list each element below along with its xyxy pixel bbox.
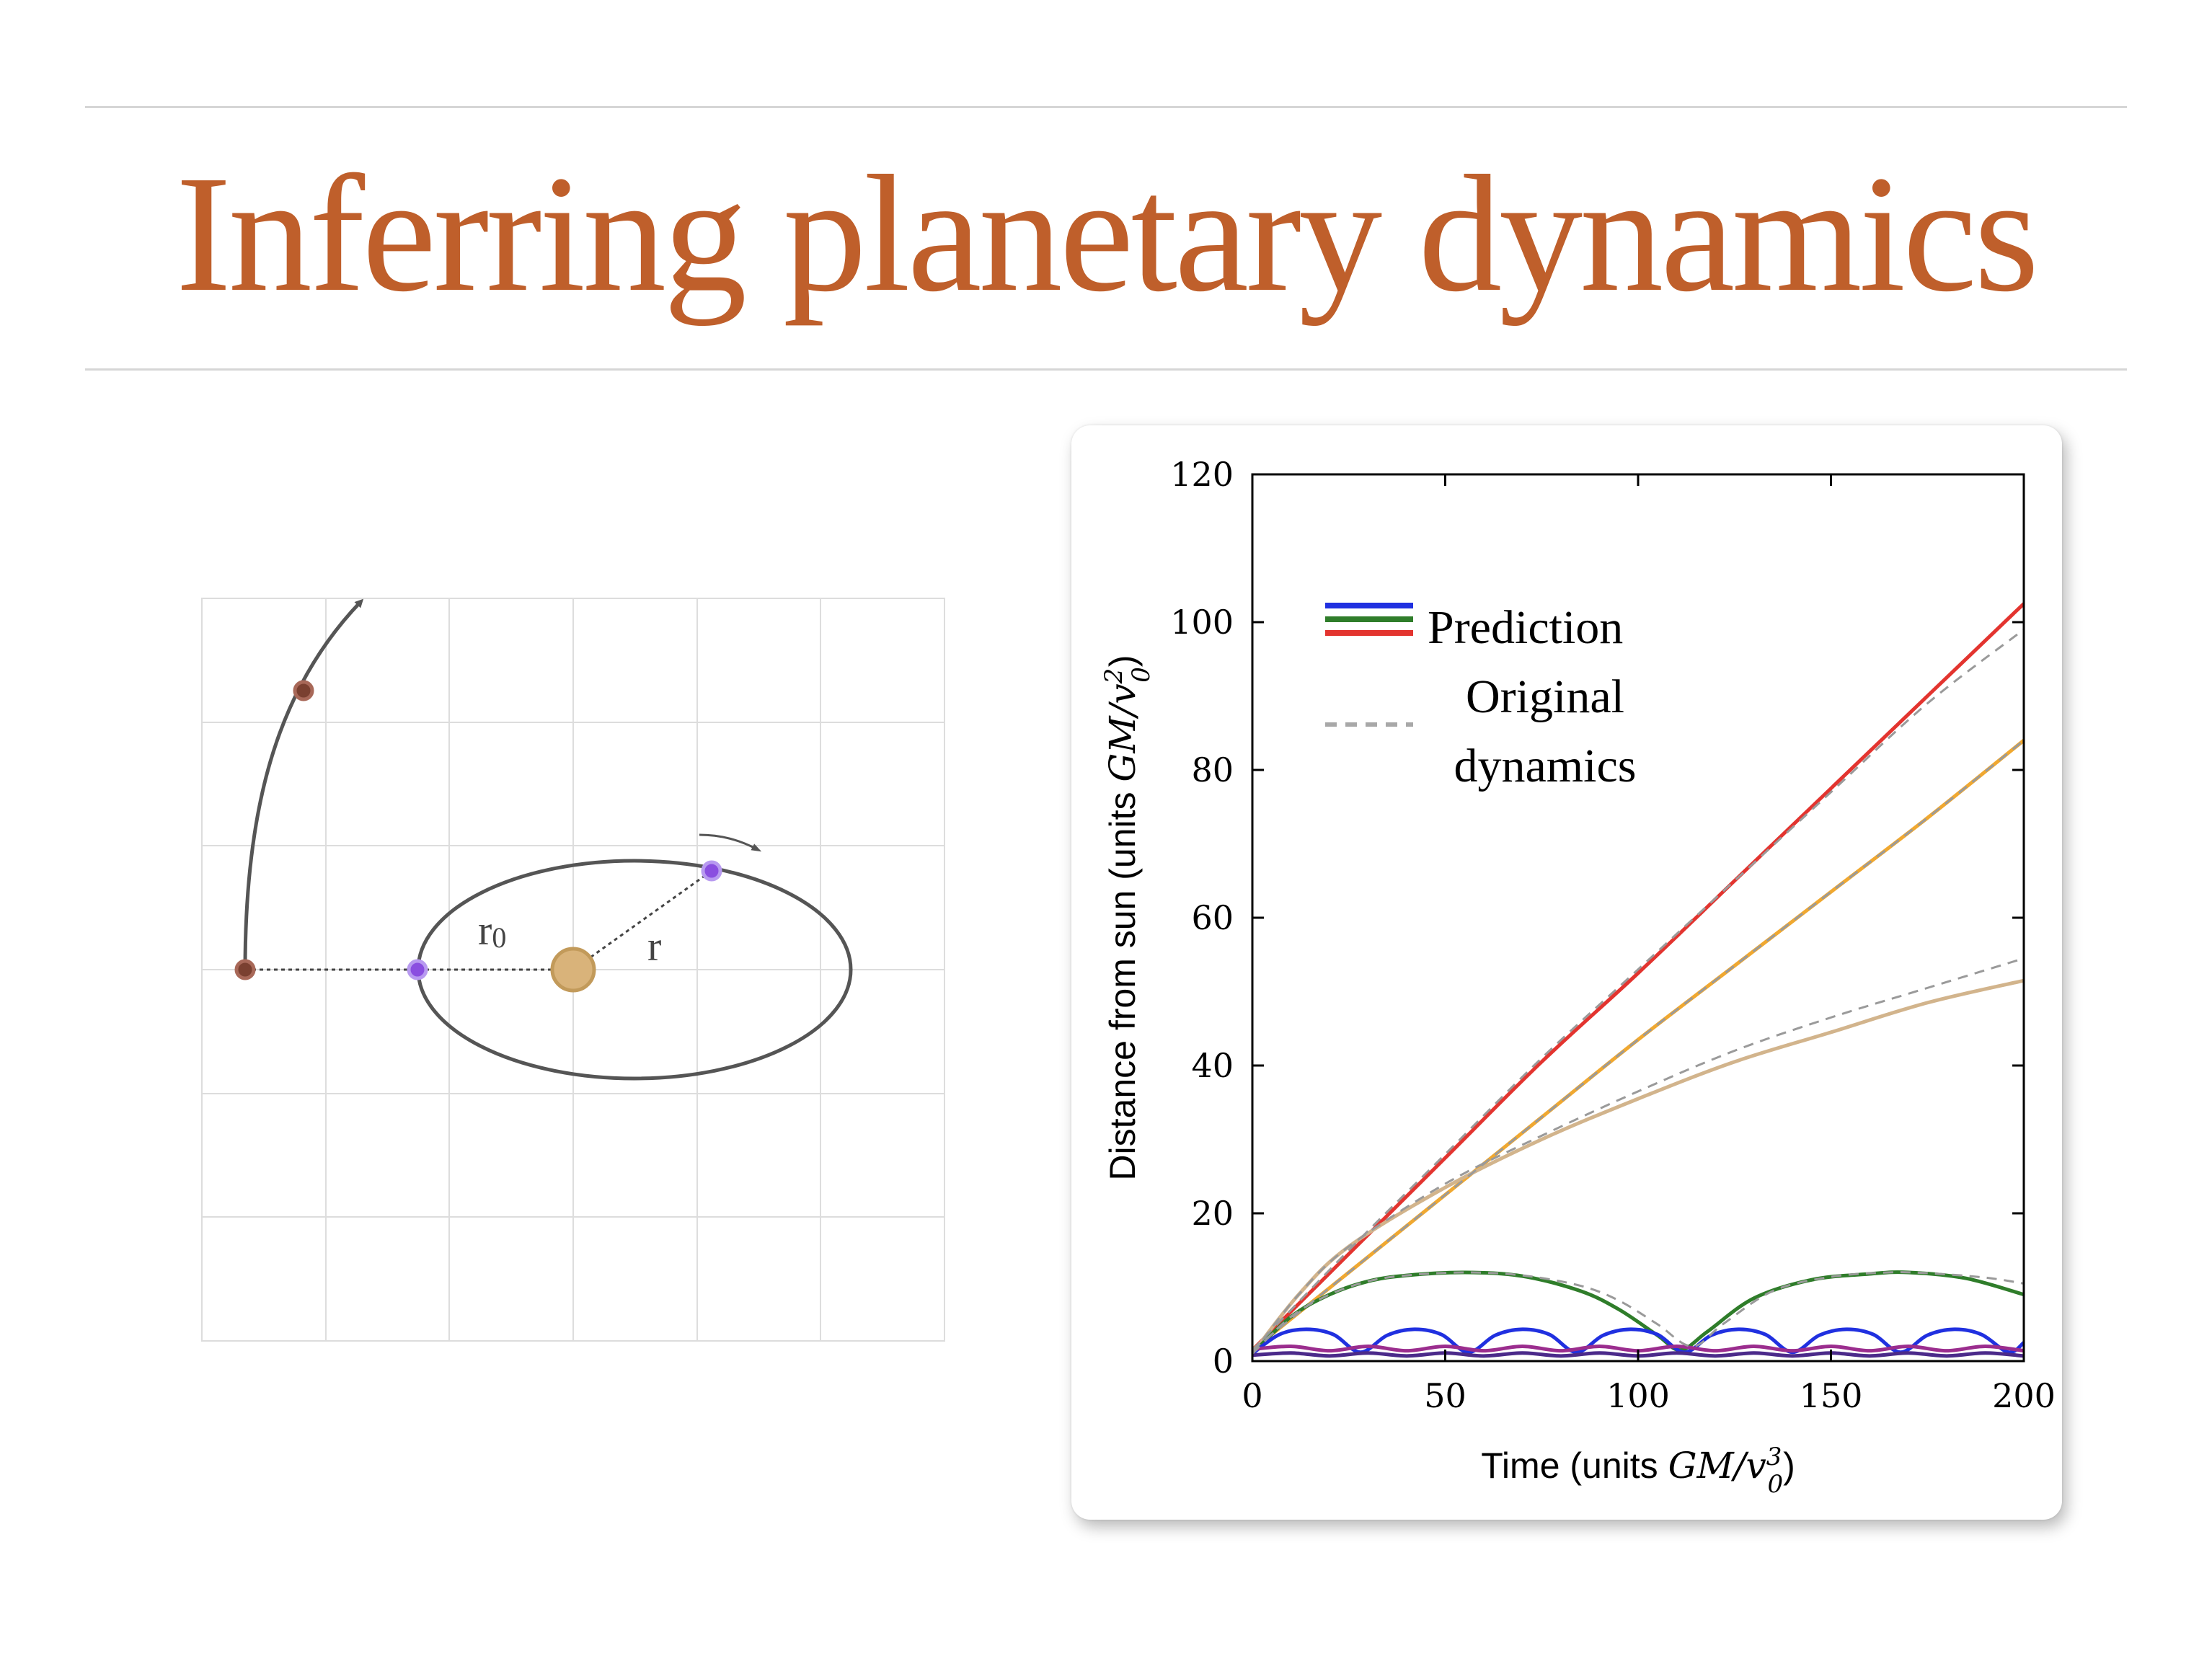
r0-label: r0 [478, 907, 506, 954]
legend-prediction: Prediction [1428, 601, 1623, 654]
legend-original-line1: Original [1466, 670, 1624, 723]
escape-trajectory [243, 598, 364, 970]
ticks-layer: 0 50 100 150 200 0 20 40 60 80 100 120 [1170, 455, 2056, 1415]
y-tick-label: 120 [1170, 455, 1234, 494]
series-line-5 [1252, 957, 2024, 1355]
legend-original-line2: dynamics [1454, 740, 1637, 792]
chart-card: 0 50 100 150 200 0 20 40 60 80 100 120 Prediction O… [1071, 425, 2062, 1520]
y-tick-label: 100 [1170, 603, 1234, 642]
r-label: r [647, 923, 661, 970]
series-line-3 [1252, 739, 2024, 1351]
y-tick-label: 20 [1191, 1194, 1234, 1233]
chart-legend: Prediction Original dynamics [1325, 601, 1636, 792]
y-tick-label: 60 [1191, 898, 1234, 937]
y-tick-label: 80 [1191, 750, 1234, 789]
r-line [572, 869, 712, 971]
sun [550, 947, 596, 993]
series-layer [1252, 602, 2024, 1358]
planet-escape-start [234, 959, 256, 980]
orbit-diagram: r0 r [201, 598, 945, 1342]
top-divider [85, 106, 2127, 108]
series-line-0 [1252, 602, 2024, 1352]
x-axis-label: Time (units GM/v3 0) [1481, 1443, 1795, 1499]
bottom-divider [85, 368, 2127, 371]
distance-chart: 0 50 100 150 200 0 20 40 60 80 100 120 Prediction O… [1100, 455, 2056, 1499]
planet-bound-start [407, 959, 428, 980]
series-line-4 [1252, 978, 2024, 1355]
x-tick-label: 150 [1800, 1376, 1863, 1415]
planet-escape-current [293, 680, 314, 701]
series-line-7 [1252, 1271, 2024, 1355]
x-tick-label: 0 [1242, 1376, 1262, 1415]
y-axis-label: Distance from sun (units GM/v20) [1100, 655, 1156, 1180]
orbit-direction-arrow [699, 833, 762, 852]
x-tick-label: 100 [1606, 1376, 1670, 1415]
y-tick-label: 40 [1191, 1046, 1234, 1085]
y-tick-label: 0 [1213, 1342, 1234, 1381]
x-tick-label: 200 [1992, 1376, 2056, 1415]
x-tick-label: 50 [1424, 1376, 1466, 1415]
planet-bound-current [701, 860, 722, 882]
series-line-1 [1252, 629, 2024, 1351]
slide-title: Inferring planetary dynamics [175, 141, 2040, 327]
